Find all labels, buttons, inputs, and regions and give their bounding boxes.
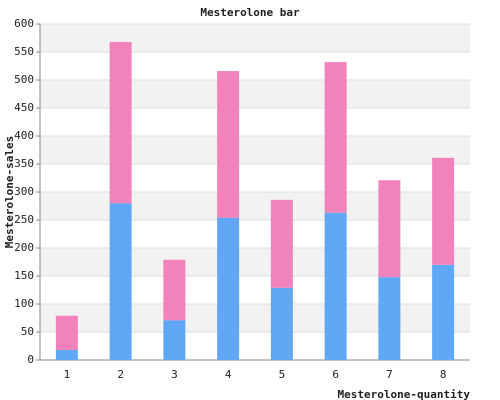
x-tick-label: 1 <box>64 368 71 381</box>
y-tick-label: 250 <box>14 213 34 226</box>
x-tick-label: 6 <box>332 368 339 381</box>
grid-band <box>40 304 470 332</box>
bar-segment <box>378 277 401 360</box>
y-tick-label: 100 <box>14 297 34 310</box>
y-tick-label: 50 <box>21 325 34 338</box>
bar-segment <box>324 62 347 213</box>
y-tick-label: 600 <box>14 17 34 30</box>
y-tick-label: 450 <box>14 101 34 114</box>
y-tick-label: 550 <box>14 45 34 58</box>
grid-band <box>40 80 470 108</box>
y-tick-label: 300 <box>14 185 34 198</box>
bar-segment <box>432 157 455 265</box>
x-tick-label: 2 <box>117 368 124 381</box>
bar-segment <box>378 180 401 278</box>
grid-band <box>40 192 470 220</box>
bar-segment <box>217 71 240 218</box>
y-tick-label: 0 <box>27 353 34 366</box>
y-tick-label: 350 <box>14 157 34 170</box>
bar-segment <box>324 212 347 360</box>
bar-segment <box>270 199 293 288</box>
x-tick-label: 5 <box>279 368 286 381</box>
x-tick-label: 3 <box>171 368 178 381</box>
x-axis-label: Mesterolone-quantity <box>338 388 471 400</box>
y-tick-label: 200 <box>14 241 34 254</box>
bar-segment <box>163 259 186 321</box>
bar-segment <box>55 315 78 350</box>
bar-segment <box>432 264 455 360</box>
y-tick-label: 500 <box>14 73 34 86</box>
y-tick-label: 400 <box>14 129 34 142</box>
y-tick-label: 150 <box>14 269 34 282</box>
chart-title: Mesterolone bar <box>200 6 300 19</box>
x-tick-label: 4 <box>225 368 232 381</box>
grid-band <box>40 248 470 276</box>
bar-segment <box>109 203 132 360</box>
grid-band <box>40 24 470 52</box>
x-tick-label: 7 <box>386 368 393 381</box>
bar-segment <box>217 217 240 360</box>
grid-band <box>40 136 470 164</box>
bar-segment <box>270 287 293 360</box>
bar-segment <box>109 41 132 204</box>
x-tick-label: 8 <box>440 368 447 381</box>
bar-segment <box>163 320 186 360</box>
y-axis-label: Mesterolone-sales <box>3 136 16 249</box>
bar-segment <box>55 349 78 360</box>
